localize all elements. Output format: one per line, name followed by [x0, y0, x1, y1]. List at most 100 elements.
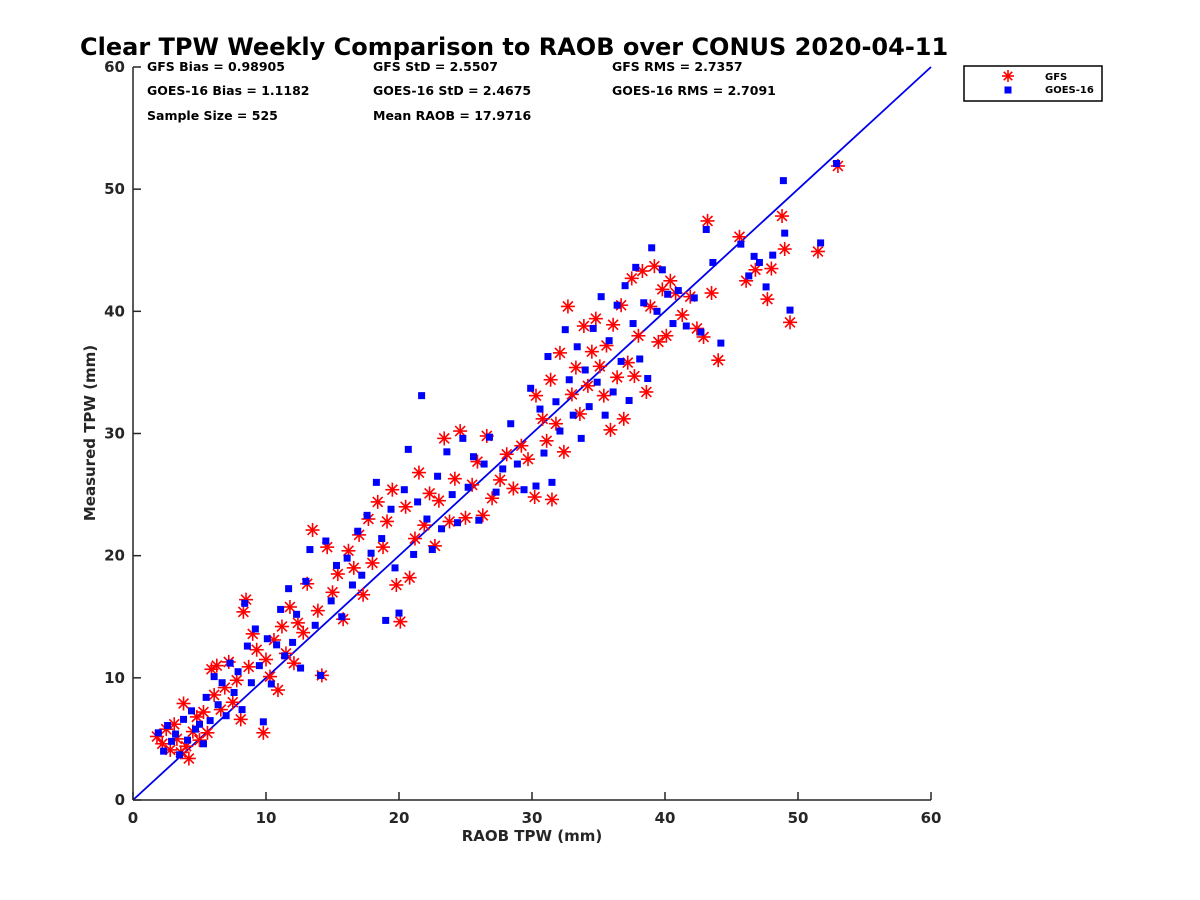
- goes16-point: [480, 460, 488, 468]
- goes16-point: [629, 320, 637, 328]
- goes16-point: [593, 378, 601, 386]
- legend-gfs-asterisk: [1002, 70, 1014, 82]
- goes16-point: [297, 664, 305, 672]
- gfs-point: [544, 492, 559, 507]
- goes16-point: [492, 488, 500, 496]
- gfs-point: [659, 328, 674, 343]
- goes16-point: [769, 251, 777, 259]
- gfs-point: [346, 560, 361, 575]
- gfs-point: [647, 259, 662, 274]
- gfs-point: [209, 658, 224, 673]
- goes16-point: [247, 679, 255, 687]
- goes16-point: [168, 737, 176, 745]
- goes16-point: [218, 679, 226, 687]
- goes16-point: [625, 397, 633, 405]
- goes16-point: [709, 258, 717, 266]
- gfs-point: [810, 244, 825, 259]
- goes16-point: [605, 337, 613, 345]
- gfs-point: [675, 307, 690, 322]
- gfs-point: [624, 271, 639, 286]
- y-tick-label: 50: [104, 180, 125, 198]
- goes16-point: [277, 605, 285, 613]
- gfs-point: [535, 411, 550, 426]
- goes16-point: [327, 597, 335, 605]
- gfs-point: [777, 242, 792, 257]
- stat-goes-bias: GOES-16 Bias = 1.1182: [147, 83, 309, 98]
- goes16-point: [214, 701, 222, 709]
- goes16-point: [164, 721, 172, 729]
- goes16-point: [238, 706, 246, 714]
- goes16-point: [176, 751, 184, 759]
- goes16-point: [469, 453, 477, 461]
- goes16-point: [234, 668, 242, 676]
- gfs-point: [376, 540, 391, 555]
- goes16-point: [640, 299, 648, 307]
- legend-goes-marker: [1004, 86, 1012, 94]
- goes16-point: [513, 460, 521, 468]
- gfs-point: [196, 705, 211, 720]
- goes16-point: [581, 366, 589, 374]
- goes16-point: [202, 693, 210, 701]
- goes16-point: [454, 519, 462, 527]
- goes16-point: [485, 433, 493, 441]
- gfs-point: [711, 353, 726, 368]
- gfs-point: [588, 311, 603, 326]
- stat-gfs-rms: GFS RMS = 2.7357: [612, 59, 743, 74]
- goes16-point: [577, 434, 585, 442]
- legend-box: [963, 65, 1103, 102]
- gfs-point: [453, 424, 468, 439]
- goes16-point: [781, 229, 789, 237]
- goes16-point: [532, 482, 540, 490]
- x-axis-label: RAOB TPW (mm): [462, 827, 603, 845]
- goes16-point: [585, 403, 593, 411]
- x-tick-label: 30: [522, 809, 543, 827]
- gfs-point: [290, 615, 305, 630]
- legend-label-gfs: GFS: [1045, 72, 1067, 83]
- y-tick-label: 10: [104, 669, 125, 687]
- goes16-point: [259, 718, 267, 726]
- goes16-point: [443, 448, 451, 456]
- stat-goes-std: GOES-16 StD = 2.4675: [373, 83, 531, 98]
- goes16-point: [273, 641, 281, 649]
- goes16-point: [172, 730, 180, 738]
- x-tick-label: 50: [788, 809, 809, 827]
- goes16-point: [520, 486, 528, 494]
- goes16-point: [241, 599, 249, 607]
- goes16-point: [263, 635, 271, 643]
- goes16-point: [378, 535, 386, 543]
- y-axis: 0 10 20 30 40 50 60: [104, 58, 141, 809]
- gfs-point: [783, 315, 798, 330]
- gfs-point: [592, 359, 607, 374]
- goes16-point: [302, 577, 310, 585]
- goes16-point: [354, 527, 362, 535]
- goes16-point: [448, 491, 456, 499]
- gfs-point: [225, 695, 240, 710]
- goes16-point: [358, 571, 366, 579]
- goes16-point: [621, 282, 629, 290]
- stat-gfs-std: GFS StD = 2.5507: [373, 59, 498, 74]
- stat-mean-raob: Mean RAOB = 17.9716: [373, 108, 531, 123]
- legend-gfs-marker: [1002, 70, 1014, 82]
- goes16-point: [423, 515, 431, 523]
- gfs-point: [176, 696, 191, 711]
- goes16-point: [306, 546, 314, 554]
- gfs-point: [155, 736, 170, 751]
- gfs-point: [499, 447, 514, 462]
- gfs-point: [236, 604, 251, 619]
- goes16-point: [527, 384, 535, 392]
- goes16-point: [289, 638, 297, 646]
- goes16-point: [601, 411, 609, 419]
- goes16-point: [573, 343, 581, 351]
- gfs-point: [447, 471, 462, 486]
- goes16-point: [613, 301, 621, 309]
- gfs-point: [514, 438, 529, 453]
- goes16-point: [154, 729, 162, 737]
- gfs-point: [296, 625, 311, 640]
- goes16-point: [540, 449, 548, 457]
- gfs-point: [506, 481, 521, 496]
- goes16-point: [648, 244, 656, 252]
- gfs-point: [493, 472, 508, 487]
- gfs-point: [330, 566, 345, 581]
- goes16-point: [192, 725, 200, 733]
- goes16-point: [750, 252, 758, 260]
